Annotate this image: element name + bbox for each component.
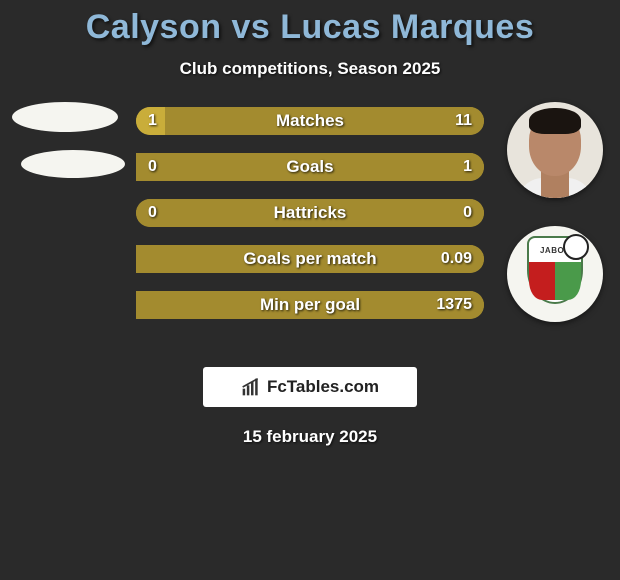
bar-label: Hattricks [274,203,347,223]
bar-value-right: 1 [463,158,472,176]
player-left-column [5,102,125,178]
shield-green-half [555,262,581,300]
comparison-area: JABOP 111Matches01Goals00Hattricks0.09Go… [0,107,620,347]
stat-bar: 111Matches [136,107,484,135]
bar-value-right: 1375 [436,296,472,314]
player-left-photo [12,102,118,132]
branding-text: FcTables.com [267,377,379,397]
bar-label: Min per goal [260,295,360,315]
bar-value-right: 11 [455,112,472,130]
bar-value-right: 0.09 [441,250,472,268]
player-right-column: JABOP [495,102,615,322]
date-label: 15 february 2025 [0,427,620,447]
shield-red-half [529,262,555,300]
stat-bar: 0 1 Goals [136,153,484,181]
branding-badge[interactable]: FcTables.com [203,367,417,407]
stat-bar: 0.09 Goals per match [136,245,484,273]
club-shield: JABOP [527,236,583,304]
bar-value-left: 0 [148,204,157,222]
stats-bars: 111Matches01Goals00Hattricks0.09Goals pe… [136,107,484,319]
bar-value-left: 1 [148,112,157,130]
bar-label: Goals [286,157,333,177]
comparison-widget: Calyson vs Lucas Marques Club competitio… [0,0,620,447]
club-left-logo [21,150,125,178]
bar-value-left: 0 [148,158,157,176]
shield-ball-icon [563,234,589,260]
bar-label: Matches [276,111,344,131]
bar-label: Goals per match [243,249,376,269]
stat-bar: 1375 Min per goal [136,291,484,319]
subtitle: Club competitions, Season 2025 [0,59,620,79]
page-title: Calyson vs Lucas Marques [0,8,620,47]
player-right-photo [507,102,603,198]
chart-icon [241,377,261,397]
hair-shape [529,108,581,134]
stat-bar: 0 0 Hattricks [136,199,484,227]
club-right-logo: JABOP [507,226,603,322]
bar-value-right: 0 [463,204,472,222]
